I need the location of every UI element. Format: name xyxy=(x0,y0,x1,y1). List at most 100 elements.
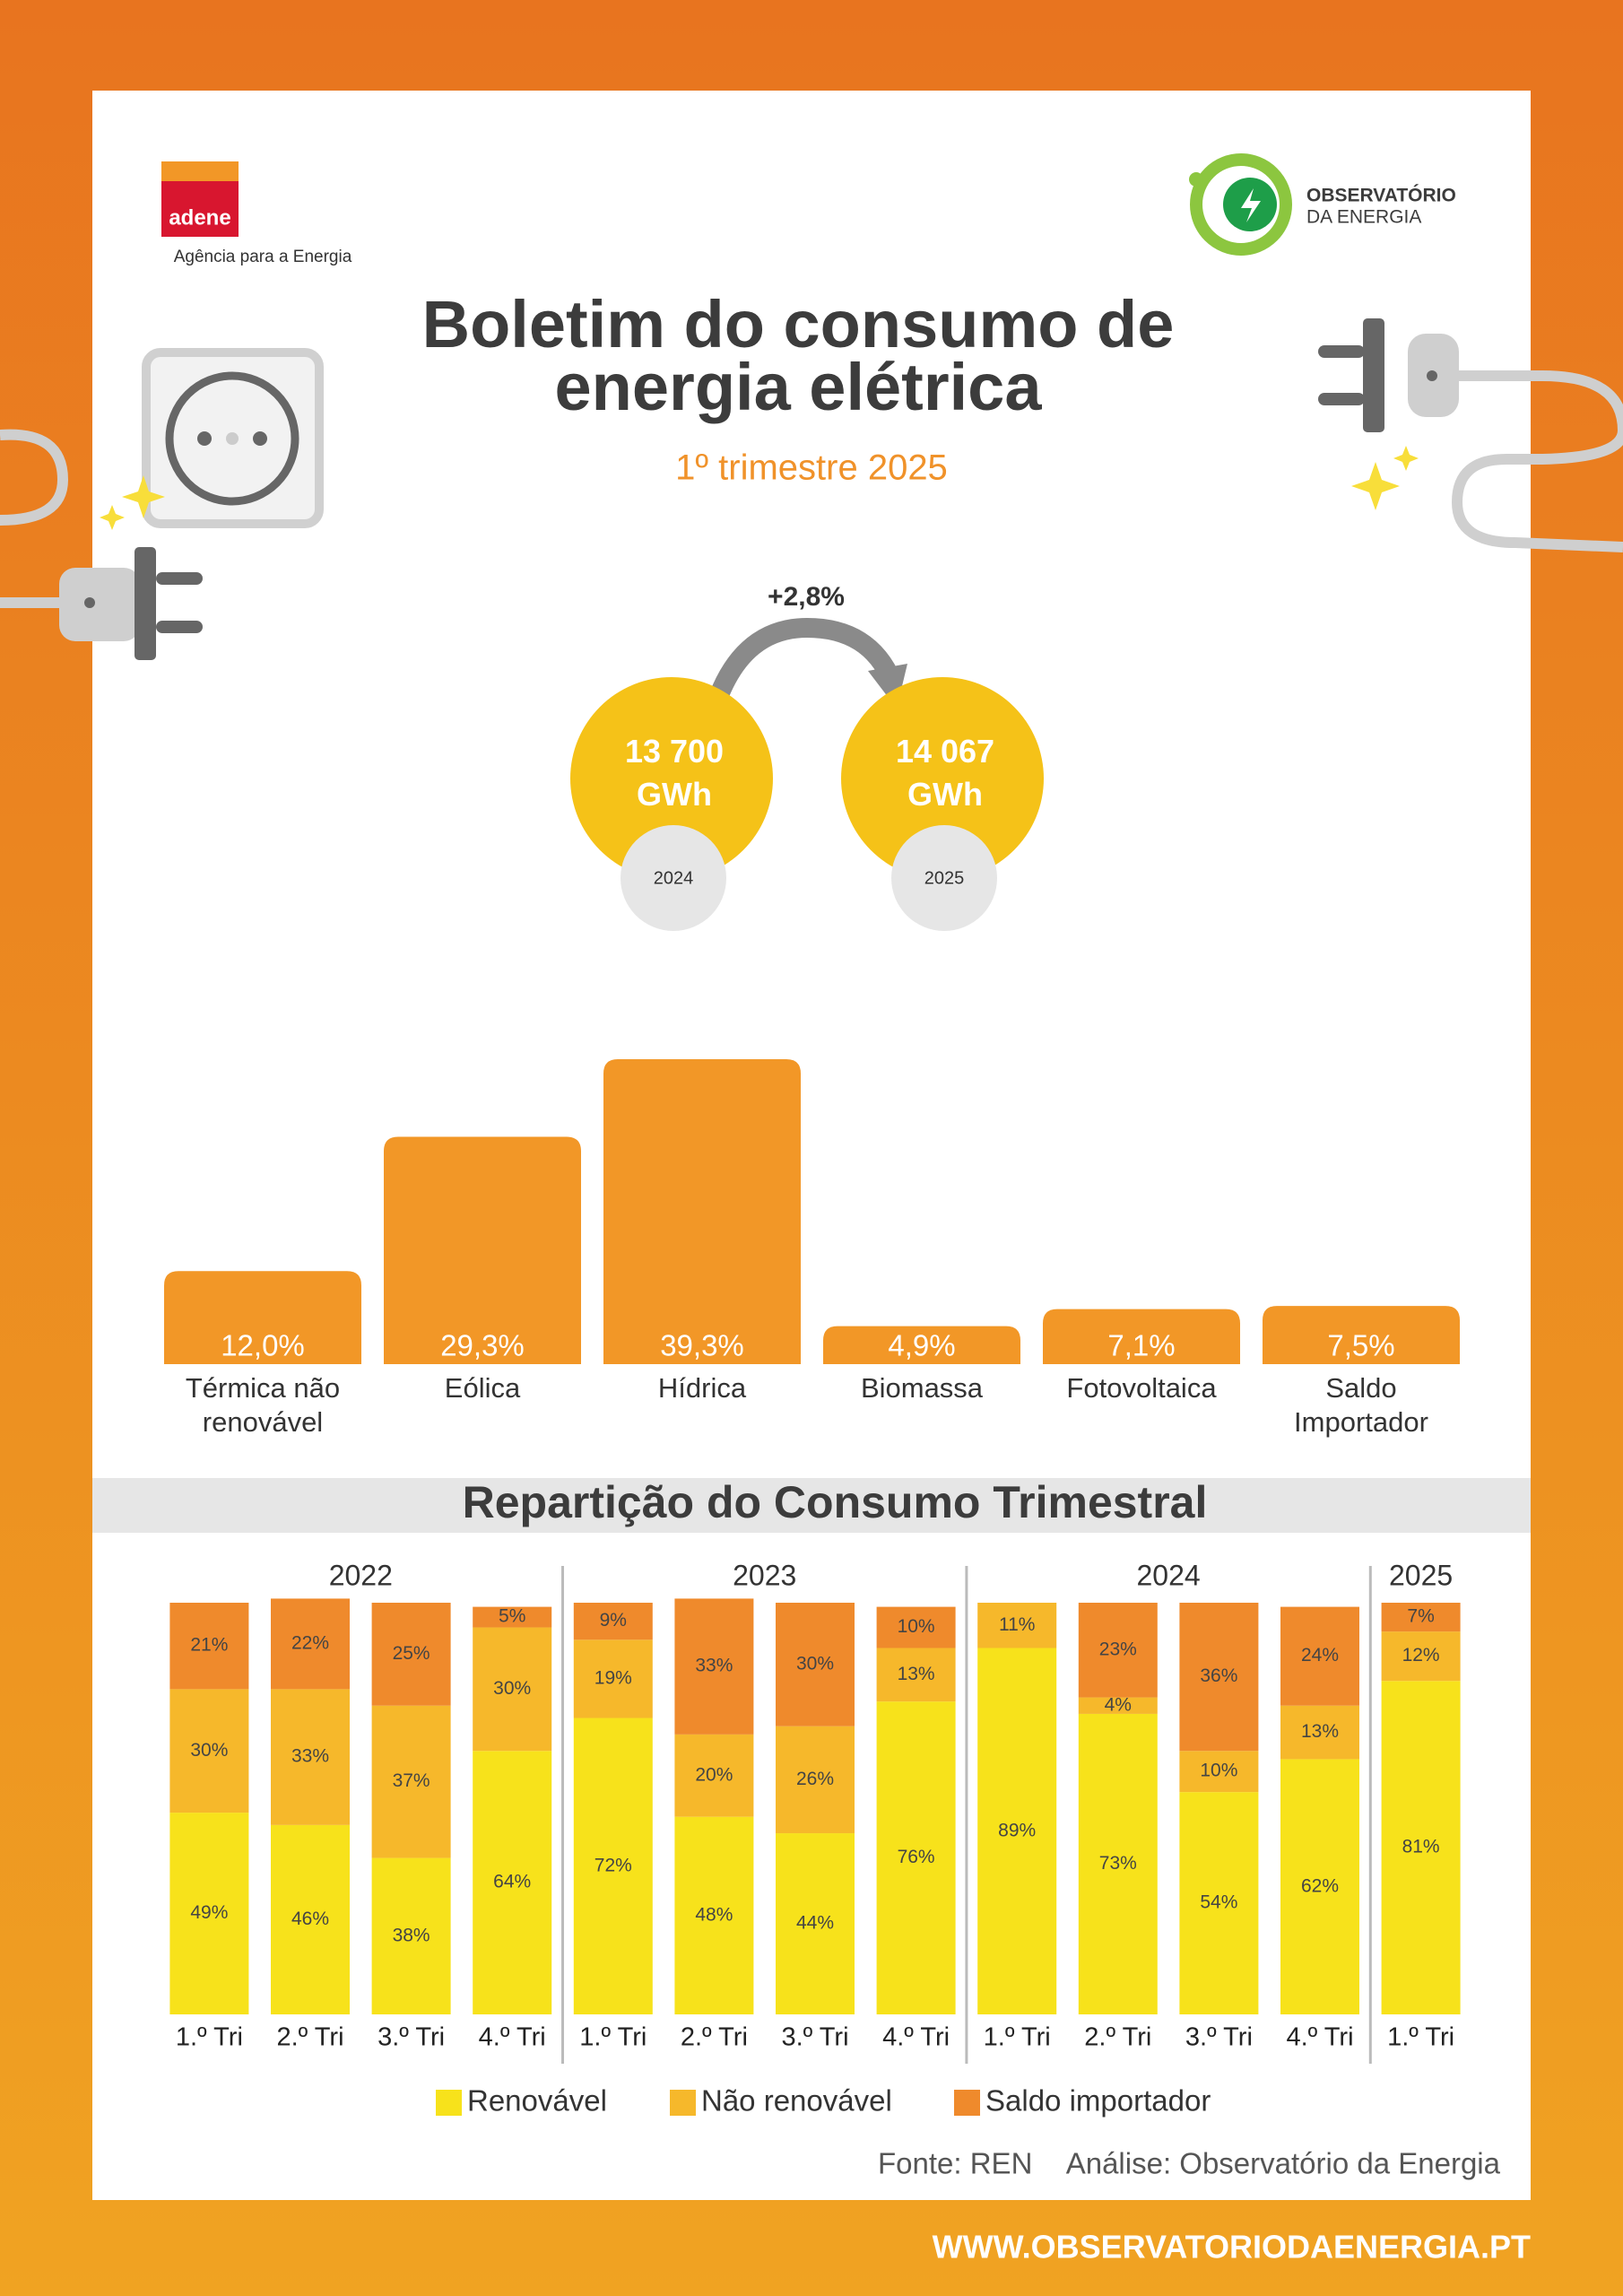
segment-label: 9% xyxy=(600,1610,627,1631)
value-circle xyxy=(570,677,773,880)
x-tick-label: 3.º Tri xyxy=(378,2023,445,2052)
value-text: 13 700 GWh xyxy=(625,733,724,813)
legend-swatch xyxy=(954,2090,980,2116)
stack-segment xyxy=(876,1648,956,1702)
stack-segment xyxy=(169,1603,249,1690)
year-text: 2025 xyxy=(924,868,965,888)
title: Boletim do consumo de energia elétrica xyxy=(422,287,1175,424)
segment-label: 44% xyxy=(796,1913,834,1934)
segment-label: 4% xyxy=(1105,1694,1132,1715)
segment-label: 72% xyxy=(595,1855,632,1875)
x-tick-label: 1.º Tri xyxy=(579,2023,647,2052)
stack-segment xyxy=(674,1598,754,1735)
bar-category-label: Eólica xyxy=(445,1372,521,1404)
stack-segment xyxy=(271,1824,350,2014)
logo-left-caption: Agência para a Energia xyxy=(174,248,352,266)
x-tick-label: 1.º Tri xyxy=(1387,2023,1454,2052)
bar-category-label: Saldo Importador xyxy=(1294,1372,1428,1438)
bar-value-label: 39,3% xyxy=(660,1329,744,1362)
source: Fonte: REN xyxy=(878,2147,1032,2180)
stack-segment xyxy=(1381,1631,1461,1682)
segment-label: 30% xyxy=(190,1740,228,1761)
group-label: 2022 xyxy=(329,1559,393,1591)
stack-segment xyxy=(674,1816,754,2014)
segment-label: 54% xyxy=(1200,1892,1237,1913)
segment-label: 19% xyxy=(595,1667,632,1688)
stack-segment xyxy=(573,1718,653,2014)
logo-right-line2: DA ENERGIA xyxy=(1306,207,1421,228)
value-text: 14 067 GWh xyxy=(896,733,994,813)
stack-segment xyxy=(1179,1751,1259,1793)
segment-label: 89% xyxy=(998,1820,1036,1840)
segment-label: 10% xyxy=(1200,1761,1237,1781)
change-arrow xyxy=(707,617,902,704)
segment-label: 73% xyxy=(1099,1853,1137,1874)
segment-label: 12% xyxy=(1402,1645,1440,1665)
segment-label: 13% xyxy=(898,1664,935,1684)
x-tick-label: 1.º Tri xyxy=(176,2023,243,2052)
legend-swatch xyxy=(670,2090,696,2116)
decoration xyxy=(0,318,1623,660)
bar xyxy=(1263,1306,1460,1364)
bar xyxy=(384,1136,581,1364)
segment-label: 30% xyxy=(493,1678,531,1699)
x-tick-label: 2.º Tri xyxy=(1084,2023,1151,2052)
bar-category-label: Fotovoltaica xyxy=(1066,1372,1217,1404)
segment-label: 48% xyxy=(695,1904,733,1925)
value-circle xyxy=(841,677,1044,880)
stack-segment xyxy=(977,1603,1057,1648)
logo-right-bolt xyxy=(1241,188,1261,222)
stack-segment xyxy=(876,1701,956,2014)
stack-segment xyxy=(271,1598,350,1690)
bar-value-label: 29,3% xyxy=(440,1329,525,1362)
year-text: 2024 xyxy=(654,868,694,888)
segment-label: 26% xyxy=(796,1769,834,1789)
stack-segment xyxy=(473,1627,552,1752)
segment-label: 30% xyxy=(796,1653,834,1674)
x-tick-label: 4.º Tri xyxy=(1286,2023,1353,2052)
stack-segment xyxy=(473,1606,552,1628)
x-tick-label: 4.º Tri xyxy=(882,2023,950,2052)
stack-segment xyxy=(371,1857,451,2014)
segment-label: 49% xyxy=(190,1902,228,1923)
stack-segment xyxy=(1078,1713,1158,2014)
subtitle: 1º trimestre 2025 xyxy=(675,448,948,488)
segment-label: 22% xyxy=(291,1632,329,1653)
x-tick-label: 4.º Tri xyxy=(479,2023,546,2052)
segment-label: 64% xyxy=(493,1872,531,1892)
logo-right-dot xyxy=(1189,172,1203,187)
bar xyxy=(164,1271,361,1364)
bar-category-label: Hídrica xyxy=(658,1372,747,1404)
year-circle xyxy=(891,825,997,931)
segment-label: 38% xyxy=(393,1925,430,1945)
stack-segment xyxy=(573,1603,653,1640)
bar xyxy=(603,1059,801,1364)
x-tick-label: 2.º Tri xyxy=(681,2023,748,2052)
stack-segment xyxy=(169,1813,249,2014)
segment-label: 24% xyxy=(1301,1645,1339,1665)
segment-label: 76% xyxy=(898,1847,935,1867)
segment-label: 81% xyxy=(1402,1837,1440,1857)
stack-segment xyxy=(1280,1705,1359,1760)
segment-label: 23% xyxy=(1099,1639,1137,1659)
stack-segment xyxy=(876,1606,956,1648)
stack-segment xyxy=(1179,1603,1259,1752)
bar-value-label: 12,0% xyxy=(221,1329,305,1362)
stack-segment xyxy=(776,1726,855,1834)
segment-label: 36% xyxy=(1200,1665,1237,1686)
stack-segment xyxy=(1381,1603,1461,1632)
segment-label: 20% xyxy=(695,1764,733,1785)
x-tick-label: 3.º Tri xyxy=(781,2023,848,2052)
segment-label: 21% xyxy=(190,1635,228,1656)
stack-segment xyxy=(1280,1759,1359,2014)
legend-label: Renovável xyxy=(467,2084,607,2118)
section-band xyxy=(92,1478,1531,1533)
segment-label: 11% xyxy=(999,1614,1035,1635)
group-label: 2024 xyxy=(1137,1559,1201,1591)
stack-segment xyxy=(1381,1681,1461,2014)
logo-left-text: adene xyxy=(169,205,230,230)
segment-label: 10% xyxy=(898,1616,935,1637)
x-tick-label: 3.º Tri xyxy=(1185,2023,1253,2052)
stack-segment xyxy=(371,1705,451,1858)
